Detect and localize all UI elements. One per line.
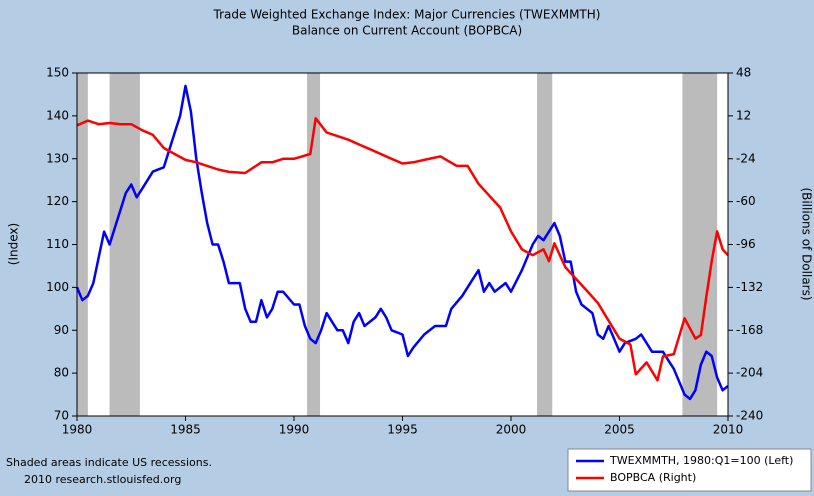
x-tick-label: 1980	[62, 423, 93, 437]
y2-tick-label: -168	[736, 323, 763, 337]
chart-subtitle: Balance on Current Account (BOPBCA)	[292, 24, 522, 38]
y2-tick-label: -240	[736, 409, 763, 423]
x-tick-label: 1995	[387, 423, 418, 437]
plot-area	[77, 73, 728, 416]
y-axis-label: (Index)	[7, 223, 21, 265]
y-tick-label: 120	[46, 194, 69, 208]
y-tick-label: 90	[54, 323, 69, 337]
y2-axis-label: (Billions of Dollars)	[800, 187, 814, 300]
footnote: 2010 research.stlouisfed.org	[24, 473, 181, 486]
y2-tick-label: 48	[736, 66, 751, 80]
y-tick-label: 130	[46, 151, 69, 165]
legend-label: TWEXMMTH, 1980:Q1=100 (Left)	[609, 454, 793, 467]
x-tick-label: 2010	[713, 423, 744, 437]
x-tick-label: 1990	[279, 423, 310, 437]
y-tick-label: 70	[54, 409, 69, 423]
y2-tick-label: -24	[736, 151, 756, 165]
legend-label: BOPBCA (Right)	[610, 471, 696, 484]
series-line	[76, 117, 729, 382]
x-tick-label: 1985	[170, 423, 201, 437]
x-tick-label: 2000	[496, 423, 527, 437]
footnote: Shaded areas indicate US recessions.	[6, 456, 212, 469]
y2-tick-label: -96	[736, 237, 756, 251]
x-tick-label: 2005	[604, 423, 635, 437]
y-tick-label: 100	[46, 280, 69, 294]
y-tick-label: 140	[46, 108, 69, 122]
recession-band	[537, 73, 553, 416]
y2-tick-label: -132	[736, 280, 763, 294]
recession-band	[77, 73, 88, 416]
chart-title: Trade Weighted Exchange Index: Major Cur…	[213, 8, 601, 22]
y2-tick-label: -60	[736, 194, 756, 208]
series-line	[75, 84, 729, 401]
y-tick-label: 80	[54, 366, 69, 380]
y-tick-label: 110	[46, 237, 69, 251]
recession-band	[109, 73, 140, 416]
plot-frame	[76, 72, 729, 417]
y2-tick-label: 12	[736, 108, 751, 122]
y-tick-label: 150	[46, 66, 69, 80]
recession-band	[307, 73, 321, 416]
y2-tick-label: -204	[736, 366, 763, 380]
legend	[567, 448, 812, 492]
